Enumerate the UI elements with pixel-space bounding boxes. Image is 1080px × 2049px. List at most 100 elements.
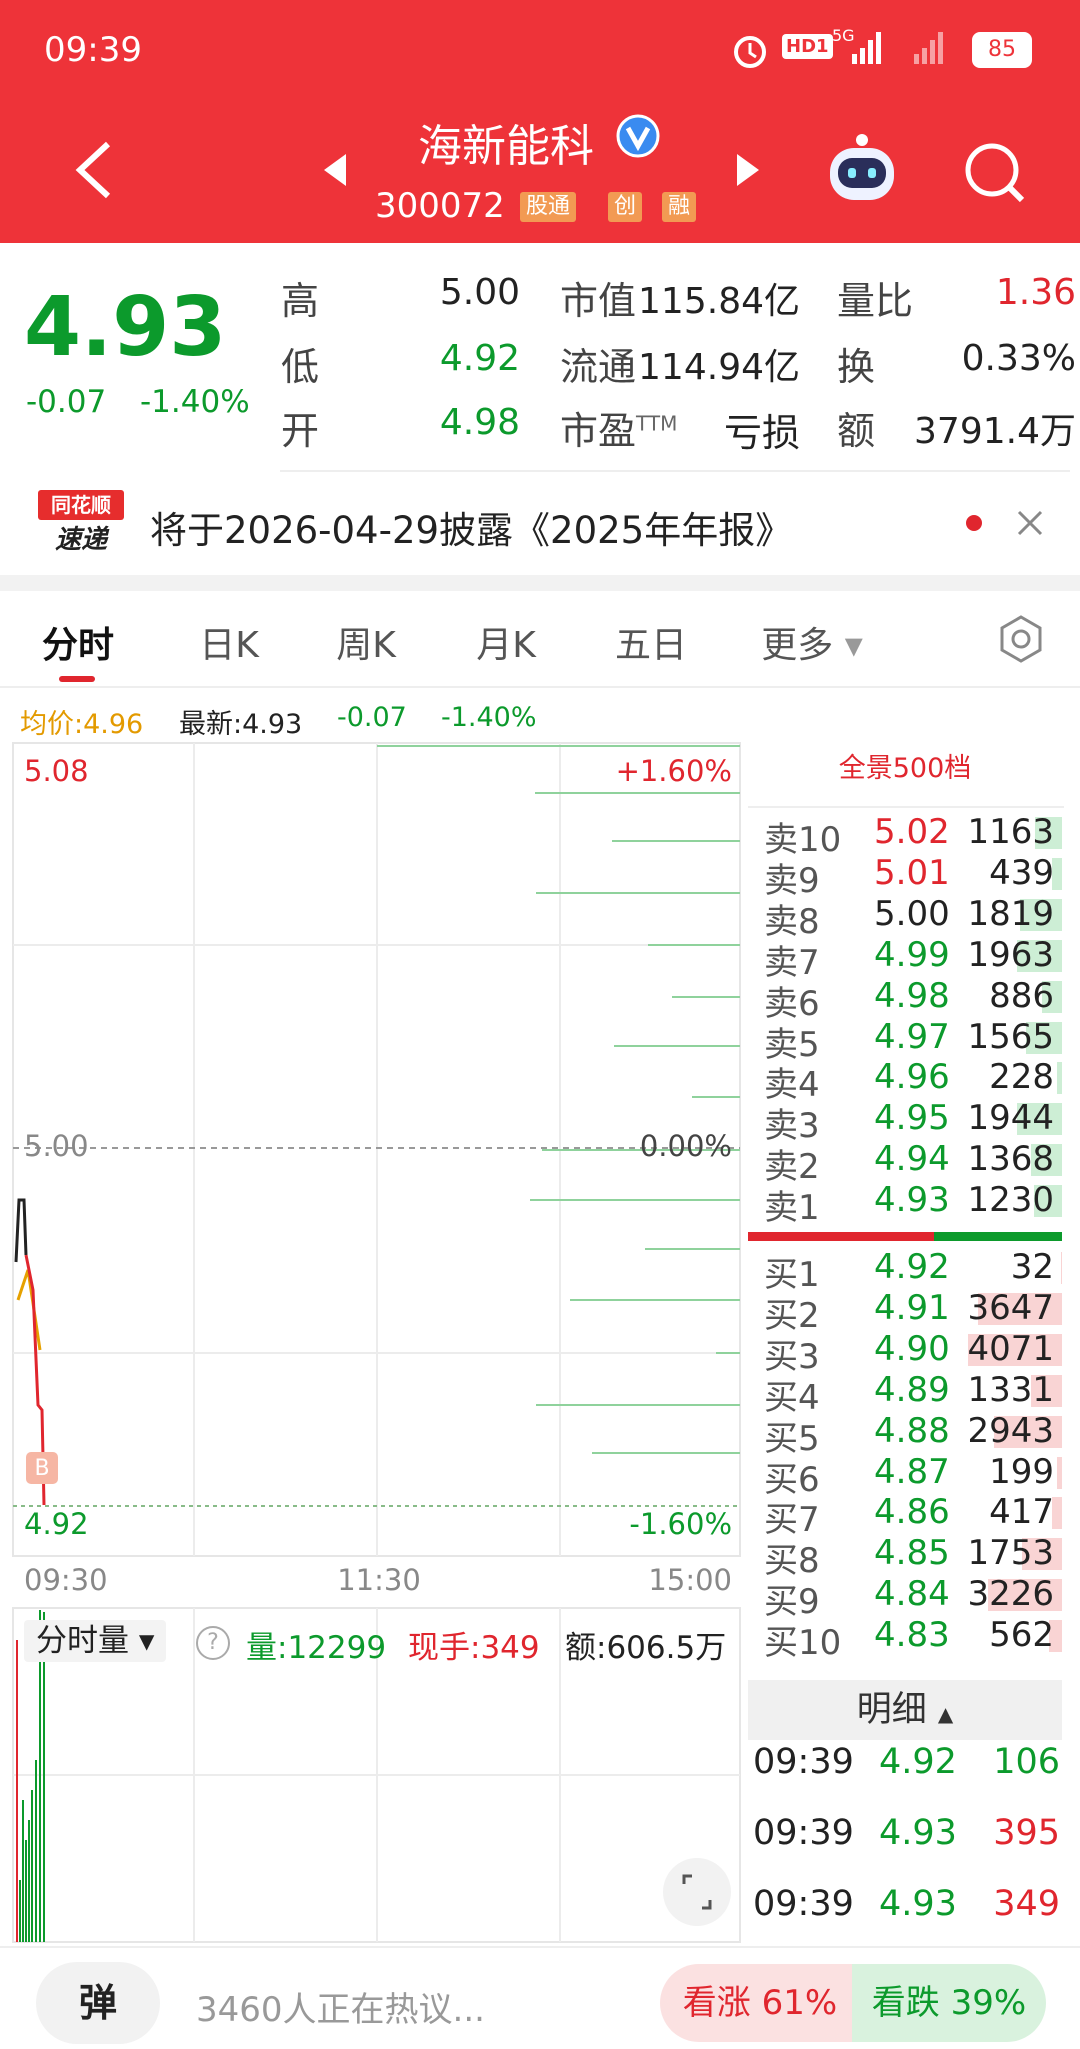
order-label: 买5 xyxy=(764,1418,820,1459)
news-text[interactable]: 将于2026-04-29披露《2025年年报》 xyxy=(150,509,793,552)
depth-bar xyxy=(968,1333,1062,1366)
order-volume: 417 xyxy=(989,1492,1054,1533)
order-volume: 562 xyxy=(989,1615,1054,1656)
stat-value: 4.92 xyxy=(439,338,520,379)
stat-label-sup: TTM xyxy=(636,411,678,436)
depth-bar xyxy=(994,1415,1062,1448)
price-axis-mid: 5.00 xyxy=(24,1129,89,1163)
divider xyxy=(0,1946,1080,1948)
order-volume: 1963 xyxy=(967,934,1054,975)
order-label: 卖1 xyxy=(764,1188,820,1229)
pct-axis-mid: 0.00% xyxy=(640,1129,732,1163)
order-volume: 886 xyxy=(989,975,1054,1016)
volume-grid xyxy=(13,1608,740,1942)
order-price: 4.90 xyxy=(874,1328,950,1369)
order-volume: 1163 xyxy=(967,812,1054,852)
order-price: 4.91 xyxy=(874,1287,950,1328)
close-button[interactable] xyxy=(1016,509,1044,537)
detail-volume: 106 xyxy=(993,1742,1060,1782)
depth-bar xyxy=(1031,1374,1062,1407)
depth-bar xyxy=(1061,1252,1062,1284)
order-label: 买8 xyxy=(764,1541,820,1582)
back-button[interactable] xyxy=(70,140,120,200)
stock-name: 海新能科 xyxy=(418,121,594,172)
volume-amount: 额:606.5万 xyxy=(565,1630,727,1666)
tab[interactable]: 周K xyxy=(336,625,396,666)
depth-lines xyxy=(377,745,740,1454)
prev-stock[interactable] xyxy=(320,152,350,188)
depth-bar xyxy=(1049,1620,1062,1653)
tab[interactable]: 五日 xyxy=(614,625,688,666)
detail-time: 09:39 xyxy=(753,1884,854,1924)
danmaku-button[interactable]: 弹 xyxy=(36,1962,160,2044)
order-price: 5.01 xyxy=(874,852,950,893)
order-label: 卖4 xyxy=(764,1065,820,1106)
tab[interactable]: 日K xyxy=(199,625,259,666)
order-label: 卖3 xyxy=(764,1106,820,1147)
latest-price: 最新:4.93 xyxy=(179,709,303,740)
tab[interactable]: 月K xyxy=(476,625,536,666)
volume-current: 现手:349 xyxy=(408,1630,540,1666)
order-label: 买7 xyxy=(764,1500,820,1541)
robot-button[interactable] xyxy=(822,130,902,210)
order-price: 4.84 xyxy=(874,1574,950,1615)
volume-selector-label: 分时量 xyxy=(36,1623,129,1659)
tag: 创 xyxy=(608,192,643,222)
details-header[interactable]: 明细 ▲ xyxy=(748,1680,1062,1740)
hd-icon: HD1 xyxy=(782,34,833,59)
order-volume: 228 xyxy=(989,1057,1054,1098)
order-label: 买3 xyxy=(764,1336,820,1377)
volume-selector[interactable]: 分时量 ▾ xyxy=(24,1620,167,1662)
divider xyxy=(748,806,1064,808)
detail-price: 4.93 xyxy=(879,1813,957,1853)
search-button[interactable] xyxy=(962,140,1026,204)
depth-bar xyxy=(1020,898,1062,931)
battery: 85 xyxy=(972,32,1032,68)
order-volume: 1819 xyxy=(967,893,1054,934)
tab[interactable]: 分时 xyxy=(41,625,115,666)
dropdown-arrow: ▾ xyxy=(833,625,863,666)
settings-button[interactable] xyxy=(996,614,1046,664)
expand-icon xyxy=(682,1874,712,1910)
ask-bid-bar xyxy=(934,1232,1062,1241)
pct-axis-low: -1.60% xyxy=(629,1507,732,1541)
price-line xyxy=(24,1254,46,1506)
next-stock[interactable] xyxy=(733,152,763,188)
depth-bar xyxy=(1057,1456,1062,1489)
order-price: 4.87 xyxy=(874,1451,950,1492)
signal-icon xyxy=(852,32,943,64)
order-book-title[interactable]: 全景500档 xyxy=(838,753,972,784)
order-label: 买10 xyxy=(764,1623,842,1664)
buy-marker-label: B xyxy=(34,1456,49,1481)
stat-label: 换 xyxy=(837,345,876,389)
bear-button[interactable]: 看跌 39% xyxy=(852,1964,1046,2042)
order-price: 4.83 xyxy=(874,1615,950,1656)
order-volume: 1230 xyxy=(967,1180,1054,1221)
order-label: 卖6 xyxy=(764,983,820,1024)
tab[interactable]: 更多 ▾ xyxy=(761,625,863,666)
time-label: 15:00 xyxy=(648,1563,732,1597)
stat-value: 0.33% xyxy=(961,338,1076,379)
alarm-icon xyxy=(734,36,766,68)
order-volume: 1331 xyxy=(967,1369,1054,1410)
order-label: 买2 xyxy=(764,1295,820,1336)
status-time: 09:39 xyxy=(44,30,142,70)
bull-button[interactable]: 看涨 61% xyxy=(660,1964,860,2042)
help-icon[interactable]: ? xyxy=(196,1626,230,1660)
tab-underline xyxy=(59,676,95,682)
comment-input[interactable]: 3460人正在热议... xyxy=(196,1990,485,2030)
order-volume: 4071 xyxy=(967,1328,1054,1369)
order-label: 买4 xyxy=(764,1377,820,1418)
order-price: 4.92 xyxy=(874,1247,950,1287)
order-label: 卖9 xyxy=(764,860,820,901)
ask-bid-bar xyxy=(748,1232,934,1241)
stat-value: 114.94亿 xyxy=(638,347,800,388)
stat-label: 市盈TTM xyxy=(560,409,678,453)
volume-total: 量:12299 xyxy=(246,1630,387,1666)
divider xyxy=(280,470,1070,472)
expand-button[interactable] xyxy=(663,1858,731,1926)
depth-bar xyxy=(1026,1021,1062,1054)
order-price: 4.85 xyxy=(874,1533,950,1574)
